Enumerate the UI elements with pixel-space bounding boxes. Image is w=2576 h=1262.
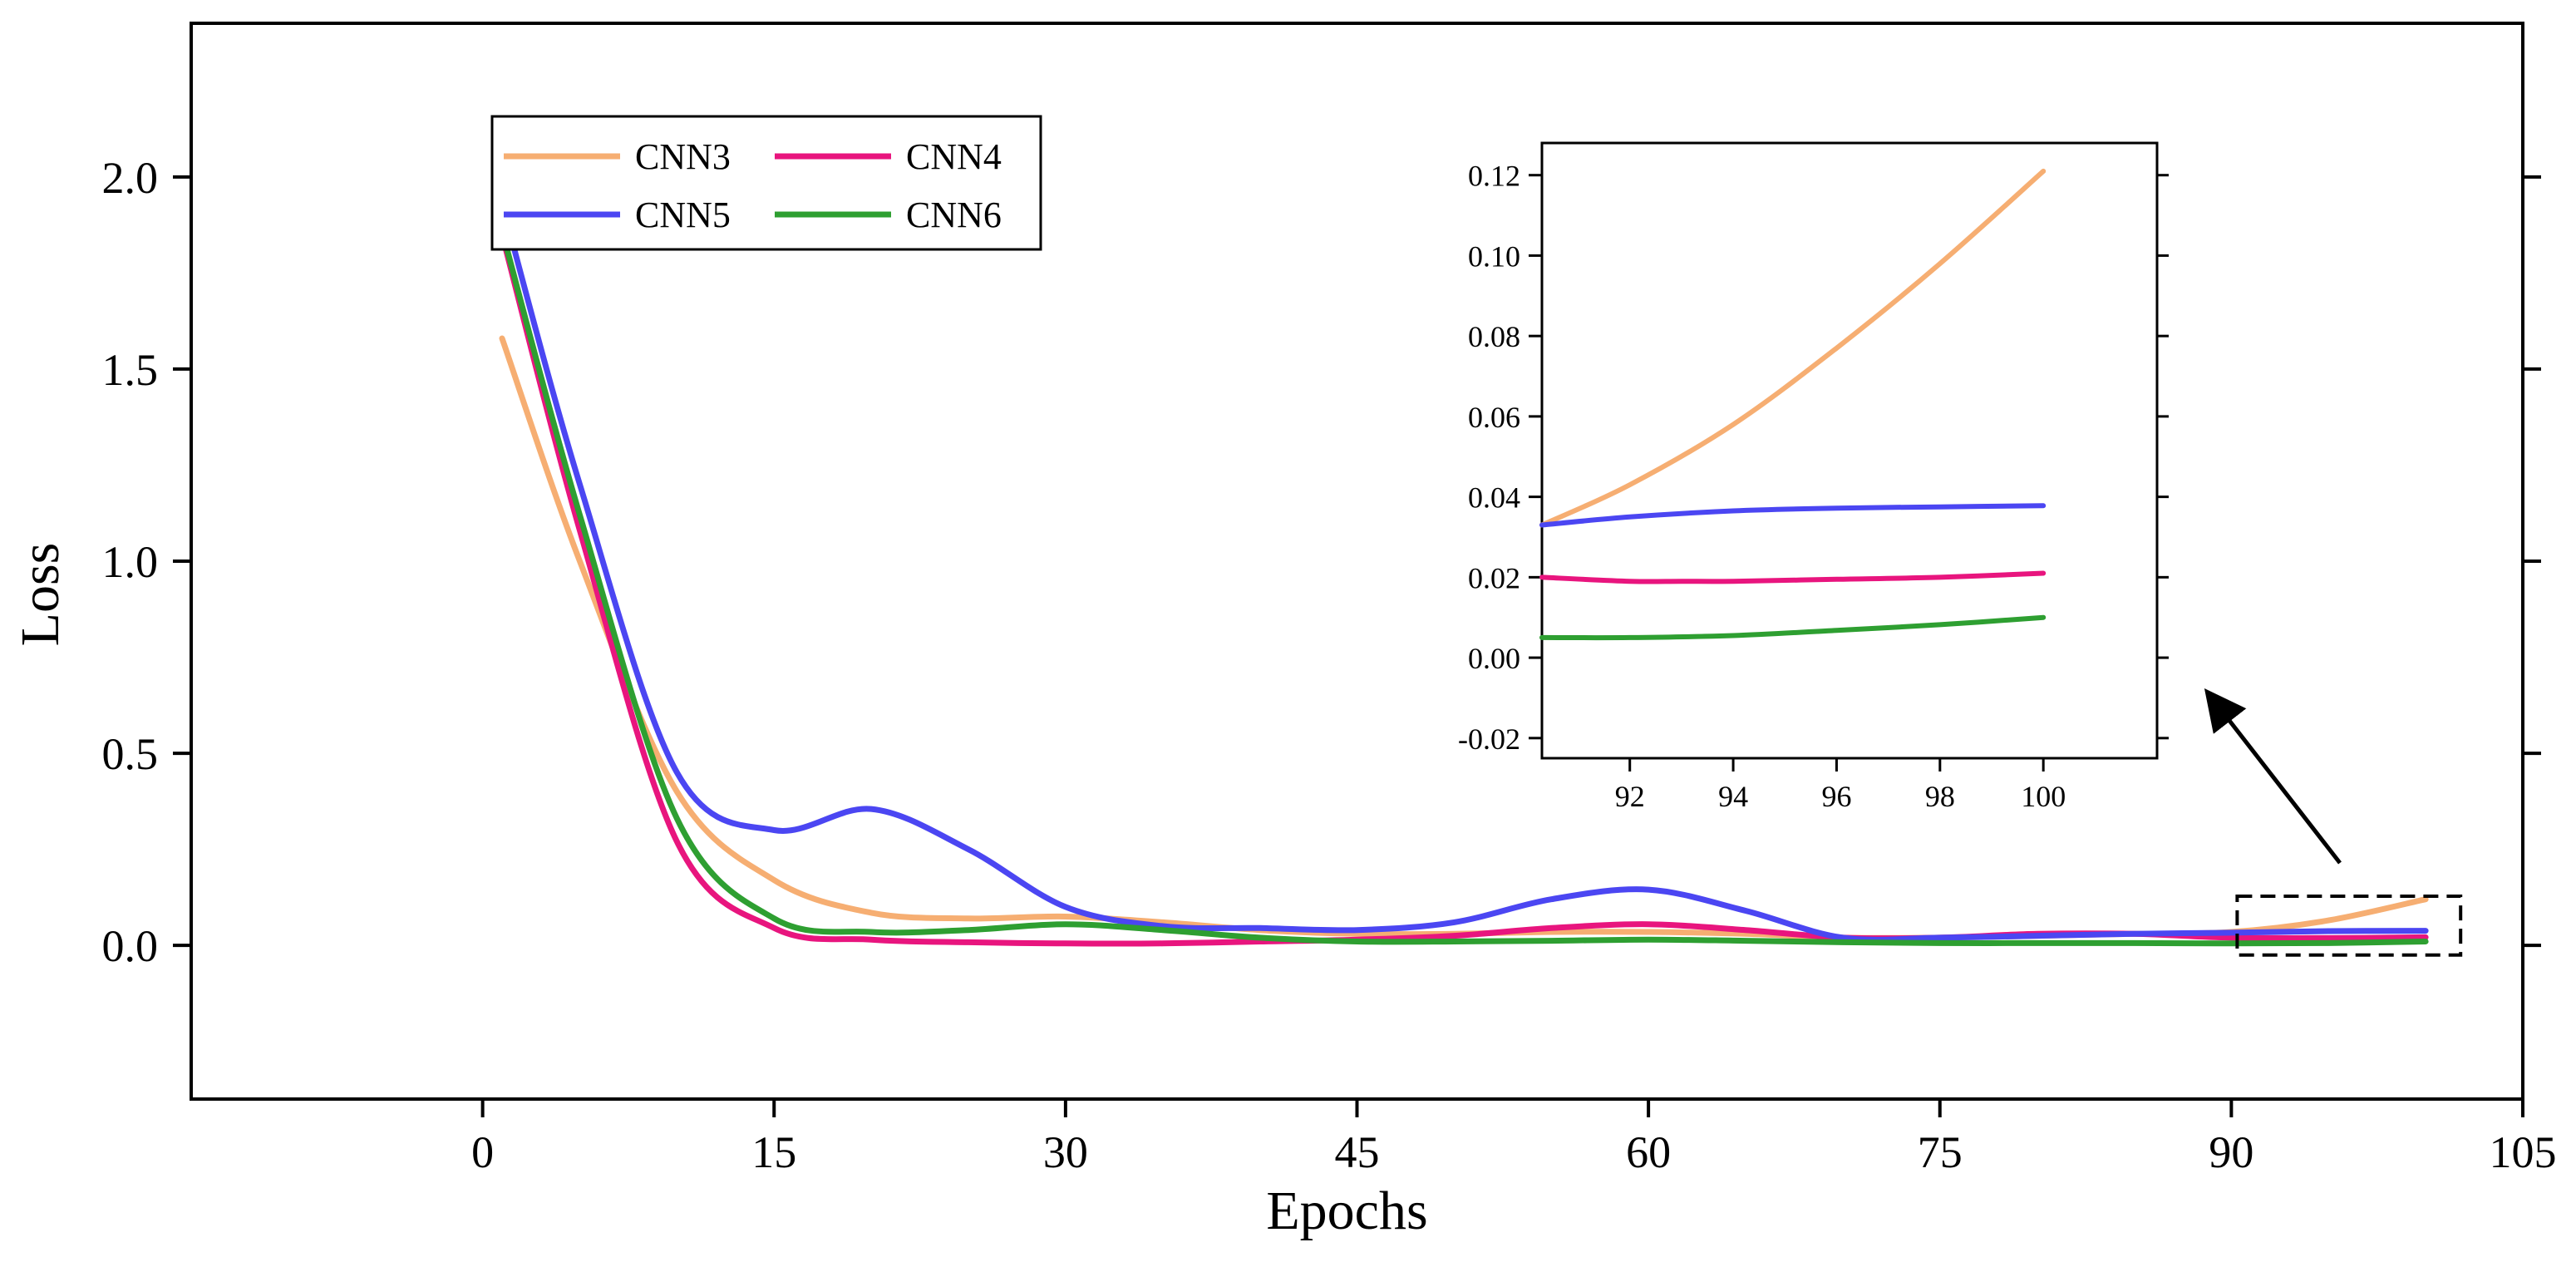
inset-y-tick-label: 0.04 (1468, 481, 1520, 515)
inset-x-tick-label: 92 (1615, 780, 1645, 813)
inset-x-tick-label: 96 (1821, 780, 1851, 813)
x-tick-label: 90 (2209, 1127, 2253, 1177)
x-tick-label: 60 (1626, 1127, 1671, 1177)
inset-series-line-cnn6 (1539, 614, 2047, 641)
inset-x-tick-label: 100 (2021, 780, 2066, 813)
x-axis-title: Epochs (1266, 1181, 1427, 1241)
inset-x-tick-label: 98 (1925, 780, 1955, 813)
x-tick-label: 45 (1335, 1127, 1380, 1177)
y-tick-label: 2.0 (102, 153, 159, 203)
y-tick-label: 1.5 (102, 345, 159, 395)
inset-y-tick-label: 0.00 (1468, 642, 1520, 675)
inset-y-tick-label: 0.08 (1468, 320, 1520, 353)
x-tick-label: 75 (1918, 1127, 1963, 1177)
x-tick-label: 15 (751, 1127, 796, 1177)
inset-frame (1540, 141, 2159, 760)
legend-label-cnn6: CNN6 (906, 195, 1002, 235)
y-axis-title: Loss (10, 543, 71, 647)
x-tick-label: 30 (1043, 1127, 1088, 1177)
y-tick-label: 1.0 (102, 537, 159, 587)
inset-y-tick-label: 0.02 (1468, 561, 1520, 594)
y-tick-label: 0.5 (102, 729, 159, 779)
x-tick-label: 0 (471, 1127, 494, 1177)
inset-x-tick-label: 94 (1718, 780, 1748, 813)
legend-label-cnn5: CNN5 (635, 195, 731, 235)
series-line-cnn6 (499, 228, 2429, 947)
inset-y-tick-label: -0.02 (1458, 722, 1520, 756)
y-tick-label: 0.0 (102, 921, 159, 971)
zoom-arrow (2204, 688, 2342, 865)
inset-series-line-cnn3 (1539, 168, 2047, 528)
legend-label-cnn3: CNN3 (635, 136, 731, 177)
inset-series-line-cnn5 (1539, 503, 2047, 528)
inset-y-tick-label: 0.10 (1468, 239, 1520, 273)
series-line-cnn5 (499, 200, 2429, 943)
inset-y-tick-label: 0.06 (1468, 401, 1520, 434)
legend-box (490, 115, 1042, 251)
inset-y-tick-label: 0.12 (1468, 160, 1520, 193)
x-tick-label: 105 (2490, 1127, 2557, 1177)
inset-series-line-cnn4 (1539, 570, 2047, 584)
legend-label-cnn4: CNN4 (906, 136, 1002, 177)
